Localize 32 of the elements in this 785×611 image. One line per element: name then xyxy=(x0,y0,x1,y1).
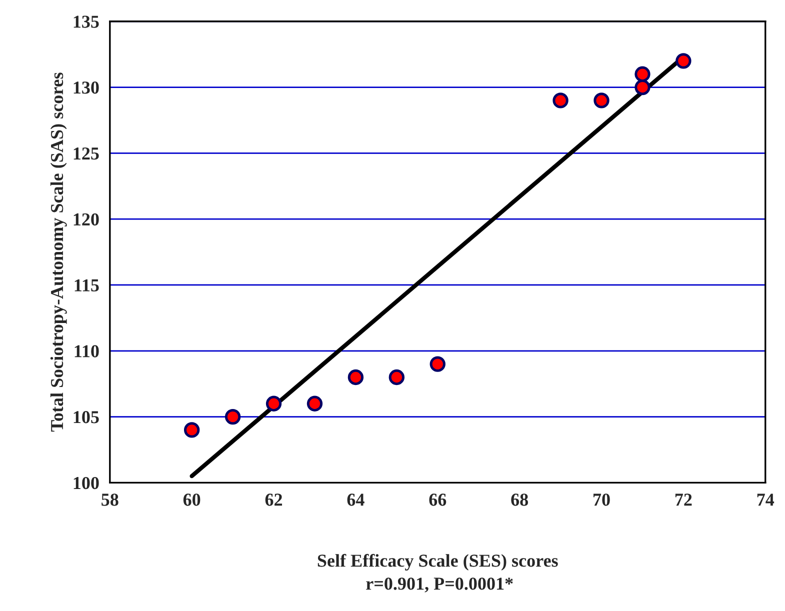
point xyxy=(634,79,650,96)
y-tick-label: 135 xyxy=(74,16,99,28)
x-tick-label: 66 xyxy=(429,494,446,506)
text: r=0.901, P=0.0001* xyxy=(366,578,513,592)
y-tick-label: 110 xyxy=(74,345,99,358)
x-axis-title: Self Efficacy Scale (SES) scores xyxy=(318,554,558,571)
x-tick-label: 62 xyxy=(265,494,282,506)
point xyxy=(676,53,692,69)
point xyxy=(306,396,323,412)
y-axis-title: Total Sociotropy-Autonomy Scale (SAS) scores xyxy=(50,72,67,432)
y-tick-label: 125 xyxy=(74,147,99,160)
point xyxy=(388,369,405,386)
y-tick-label: 130 xyxy=(74,82,99,94)
x-tick-label: 68 xyxy=(511,494,528,506)
x-tick-label: 58 xyxy=(102,494,118,506)
point xyxy=(430,356,446,372)
y-tick-label: 100 xyxy=(74,476,99,490)
point xyxy=(224,408,241,425)
y-tick-label: 105 xyxy=(74,411,99,424)
x-tick-label: 72 xyxy=(675,494,692,506)
point xyxy=(552,92,568,108)
point xyxy=(594,92,610,108)
point xyxy=(266,396,282,412)
y-tick-label: 120 xyxy=(74,213,99,226)
point xyxy=(634,66,650,82)
x-tick-label: 64 xyxy=(347,494,364,506)
point xyxy=(184,422,200,438)
x-tick-label: 70 xyxy=(594,494,610,506)
y-tick-label: 115 xyxy=(74,279,99,292)
x-tick-label: 74 xyxy=(757,494,774,506)
point xyxy=(348,369,364,386)
x-tick-label: 60 xyxy=(183,494,200,506)
